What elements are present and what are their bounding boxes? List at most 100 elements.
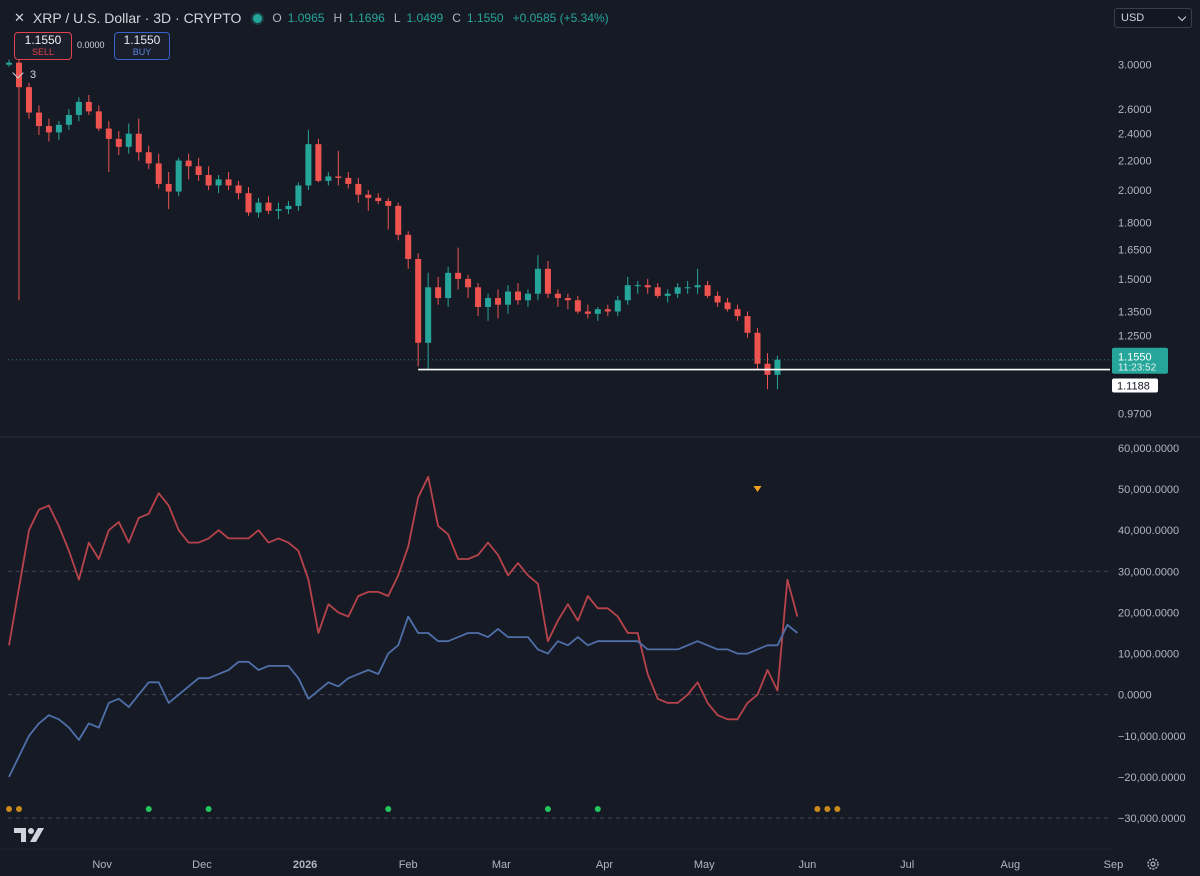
current-price-badge	[1112, 347, 1168, 374]
price-axis-tick: 2.2000	[1118, 156, 1152, 168]
candle-body	[415, 258, 422, 343]
candle-body	[195, 166, 202, 175]
candle-body	[295, 185, 302, 206]
high-value: 1.1696	[348, 11, 385, 25]
indicators-count: 3	[30, 69, 37, 81]
candle-body	[125, 133, 132, 147]
signal-dot-orange	[6, 806, 12, 812]
candle-body	[425, 287, 432, 343]
signal-dot-green	[145, 806, 152, 812]
indicator-axis-tick: −10,000.0000	[1118, 731, 1186, 743]
time-axis-tick: May	[694, 859, 715, 871]
candle-body	[285, 205, 292, 210]
candle-body	[584, 311, 591, 314]
time-axis-tick: Sep	[1104, 859, 1124, 871]
candle-body	[205, 174, 212, 186]
signal-dot-orange	[15, 806, 22, 812]
tradingview-logo-icon[interactable]	[14, 826, 46, 844]
candle-body	[564, 298, 571, 301]
candle-body	[325, 176, 332, 181]
currency-value: USD	[1121, 12, 1145, 24]
candle-body	[395, 205, 402, 235]
candle-body	[734, 309, 741, 317]
open-label: O	[272, 11, 282, 25]
sell-button[interactable]: 1.1550 SELL	[14, 32, 72, 60]
candle-body	[624, 285, 631, 301]
indicator-axis-tick: −20,000.0000	[1118, 772, 1186, 784]
signal-dot-orange	[834, 806, 841, 812]
close-label: C	[452, 11, 461, 25]
buy-button[interactable]: 1.1550 BUY	[114, 32, 170, 60]
candle-body	[105, 128, 112, 139]
indicators-collapse-toggle[interactable]: 3	[12, 67, 37, 83]
indicator-lines-group	[8, 475, 799, 778]
indicator-axis-tick: −30,000.0000	[1118, 813, 1186, 825]
candle-body	[594, 309, 601, 314]
candle-body	[614, 300, 621, 312]
candle-body	[35, 112, 42, 127]
candle-body	[315, 144, 322, 181]
indicator-axis-tick: 30,000.0000	[1118, 566, 1179, 578]
indicator-axis-tick: 20,000.0000	[1118, 607, 1179, 619]
signal-dot-green	[594, 806, 601, 812]
currency-select[interactable]: USD	[1114, 8, 1192, 28]
candle-body	[724, 302, 731, 310]
horizontal-line-label: 1.1188	[1117, 381, 1150, 393]
candle-body	[475, 287, 482, 307]
settings-gear-icon[interactable]	[1146, 857, 1160, 871]
high-label: H	[333, 11, 343, 25]
candle-body	[664, 293, 671, 296]
candle-body	[345, 177, 352, 184]
sell-price: 1.1550	[24, 33, 62, 47]
candle-body	[574, 300, 581, 312]
candle-body	[534, 268, 541, 294]
candle-body	[225, 179, 232, 186]
chevron-up-icon	[12, 67, 24, 79]
time-axis-tick: Mar	[492, 859, 511, 871]
candles-group	[6, 56, 1110, 390]
axes-group: 3.0000 2.6000 2.4000 2.2000 2.0000 1.8000 1.65…	[92, 60, 1185, 871]
symbol-title[interactable]: XRP / U.S. Dollar · 3D · CRYPTO	[32, 10, 242, 26]
signal-dot-green	[385, 806, 392, 812]
sell-label: SELL	[31, 47, 55, 57]
candle-body	[405, 234, 412, 259]
price-axis-tick: 3.0000	[1118, 60, 1152, 72]
candle-body	[514, 291, 521, 301]
candle-body	[15, 62, 22, 88]
candle-body	[275, 209, 282, 211]
candle-body	[634, 285, 641, 287]
candle-body	[55, 124, 62, 133]
series-blue-line	[8, 615, 798, 778]
candle-body	[255, 202, 262, 213]
low-value: 1.0499	[406, 11, 444, 25]
close-icon[interactable]: ✕	[14, 10, 25, 25]
candle-body	[115, 138, 122, 147]
candle-body	[355, 183, 362, 195]
time-axis-tick: 2026	[293, 859, 317, 871]
signal-dot-orange	[814, 806, 821, 812]
candle-body	[465, 278, 472, 288]
candle-body	[435, 287, 442, 299]
candle-body	[744, 316, 751, 333]
close-value: 1.1550	[466, 11, 504, 25]
current-price-label: 1.1550	[1118, 352, 1152, 364]
change-value: +0.0585 (+5.34%)	[512, 11, 609, 25]
candle-body	[445, 272, 452, 299]
status-dot-icon	[253, 13, 263, 23]
buy-price: 1.1550	[123, 33, 161, 47]
candle-body	[704, 285, 711, 296]
candle-body	[495, 298, 502, 305]
price-axis-tick: 2.4000	[1118, 129, 1152, 141]
price-axis-tick: 1.8000	[1118, 218, 1152, 230]
signal-dot-green	[544, 806, 551, 812]
candle-body	[305, 144, 312, 186]
spread-value: 0.0000	[77, 40, 105, 50]
candle-body	[235, 185, 242, 194]
candle-body	[75, 101, 82, 115]
signal-dot-orange	[824, 806, 831, 812]
candle-body	[165, 183, 172, 192]
chart-legend: ✕ XRP / U.S. Dollar · 3D · CRYPTO O 1.096…	[14, 8, 612, 28]
time-axis-tick: Jul	[900, 859, 914, 871]
candle-body	[145, 152, 152, 164]
